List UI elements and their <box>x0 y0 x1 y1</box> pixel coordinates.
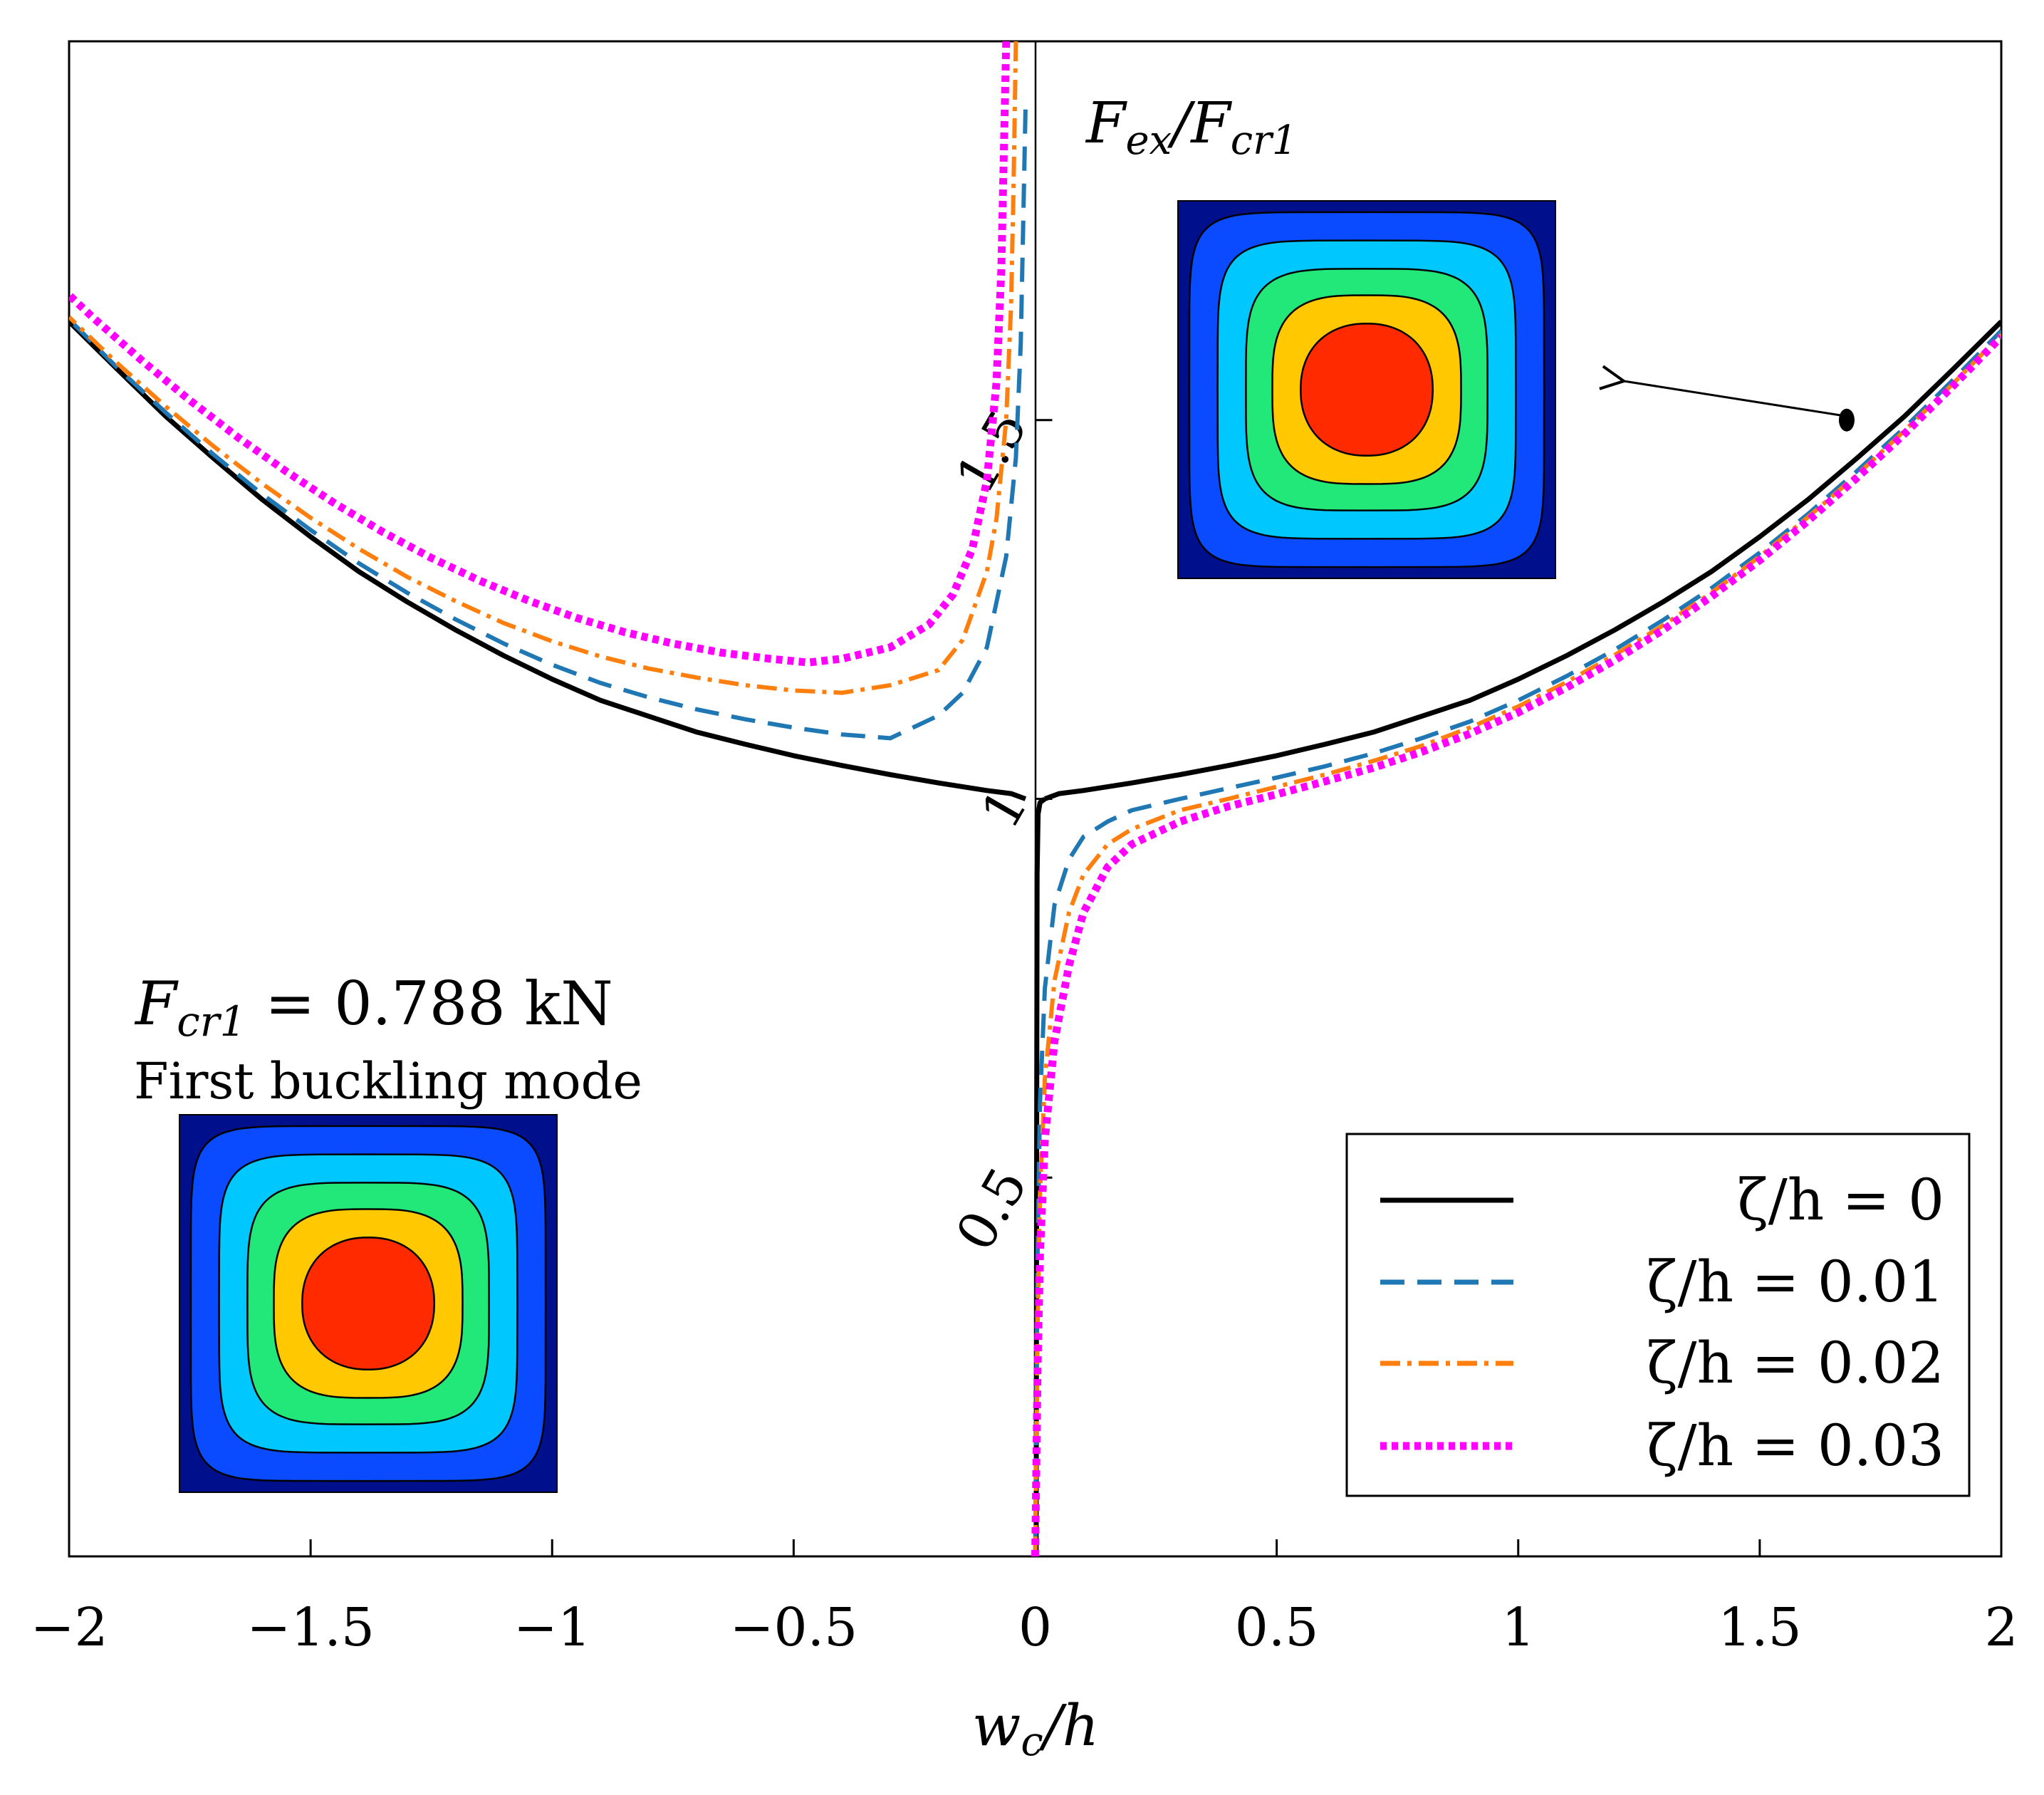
legend-box <box>1345 1133 1971 1497</box>
x-tick-label: 1.5 <box>1718 1597 1802 1658</box>
inset-mode-shape-bottom <box>179 1114 558 1493</box>
mode-caption: First buckling mode <box>134 1052 642 1110</box>
x-tick-label: 0.5 <box>1235 1597 1319 1658</box>
x-tick-label: −2 <box>30 1597 108 1658</box>
x-axis-ticks: −2 −1.5 −1 −0.5 0 0.5 1 1.5 2 <box>30 1539 2018 1658</box>
series-3-branch-1 <box>69 41 1011 667</box>
x-tick-label: −0.5 <box>730 1597 858 1658</box>
mode-marker-dot <box>1838 408 1855 432</box>
legend: ζ/h = 0 ζ/h = 0.01 ζ/h = 0.02 ζ/h = 0.03 <box>1345 1133 1971 1497</box>
x-tick-label: 0 <box>1018 1597 1052 1658</box>
series-0-branch-2 <box>69 320 1027 801</box>
inset-contour-4 <box>1300 323 1434 457</box>
series-2-branch-0 <box>1033 333 2001 1556</box>
x-tick-label: −1 <box>513 1597 591 1658</box>
series-0-branch-1 <box>1043 320 2001 801</box>
legend-label-1: ζ/h = 0.01 <box>1647 1249 1944 1315</box>
legend-label-2: ζ/h = 0.02 <box>1647 1330 1944 1396</box>
series-3-branch-0 <box>1031 333 2001 1556</box>
x-tick-label: 2 <box>1984 1597 2018 1658</box>
series-2-branch-1 <box>69 41 1018 695</box>
legend-label-3: ζ/h = 0.03 <box>1647 1412 1944 1479</box>
x-tick-label: 1 <box>1501 1597 1535 1658</box>
series-1-branch-1 <box>69 109 1028 741</box>
series-1-branch-0 <box>1033 329 2001 1556</box>
legend-label-0: ζ/h = 0 <box>1737 1167 1944 1233</box>
inset-contour-4 <box>301 1237 436 1371</box>
mode-arrow <box>1624 381 1845 417</box>
series-group <box>69 41 2001 1556</box>
critical-load-annotation: Fcr1 = 0.788 kN <box>134 969 613 1046</box>
x-tick-label: −1.5 <box>246 1597 375 1658</box>
mode-marker-group <box>1624 381 1855 432</box>
inset-mode-shape-top <box>1177 200 1556 579</box>
x-axis-title: wc/h <box>972 1692 1099 1765</box>
